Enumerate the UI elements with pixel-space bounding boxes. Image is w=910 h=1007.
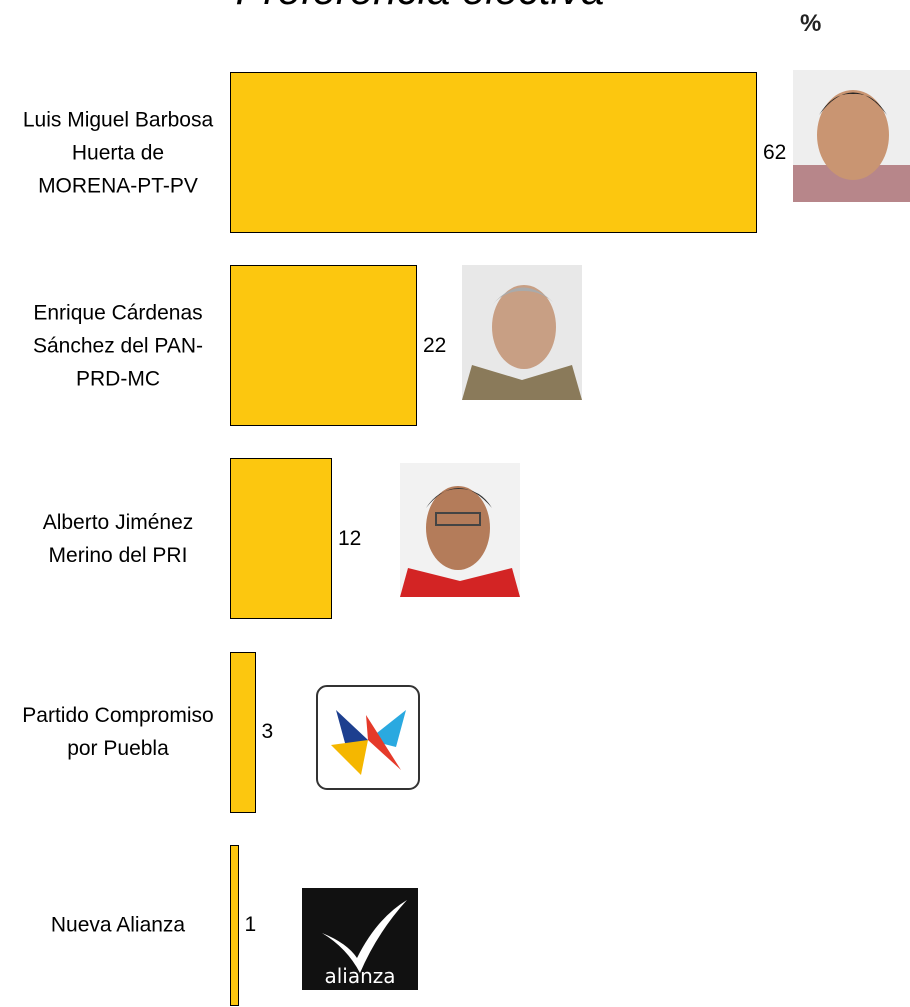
chart: Preferencia electiva % alianza Luis Migu…: [0, 0, 910, 1007]
category-label: Luis Miguel Barbosa Huerta de MORENA-PT-…: [22, 103, 214, 202]
bar: [230, 72, 757, 233]
candidate-photo: [793, 70, 910, 202]
svg-text:alianza: alianza: [324, 964, 395, 988]
value-label: 12: [338, 527, 361, 551]
unit-label: %: [800, 10, 821, 38]
party-logo: [316, 685, 420, 790]
party-logo: alianza: [302, 888, 418, 990]
bar: [230, 845, 239, 1006]
value-label: 3: [262, 720, 274, 744]
value-label: 1: [245, 913, 257, 937]
category-label: Nueva Alianza: [22, 909, 214, 942]
category-label: Alberto Jiménez Merino del PRI: [22, 506, 214, 572]
value-label: 62: [763, 141, 786, 165]
bar: [230, 265, 417, 426]
category-label: Partido Compromiso por Puebla: [22, 699, 214, 765]
value-label: 22: [423, 334, 446, 358]
candidate-photo: [462, 265, 582, 400]
chart-title: Preferencia electiva: [0, 0, 840, 14]
category-label: Enrique Cárdenas Sánchez del PAN-PRD-MC: [22, 296, 214, 395]
bar: [230, 652, 256, 813]
bar: [230, 458, 332, 619]
candidate-photo: [400, 463, 520, 597]
